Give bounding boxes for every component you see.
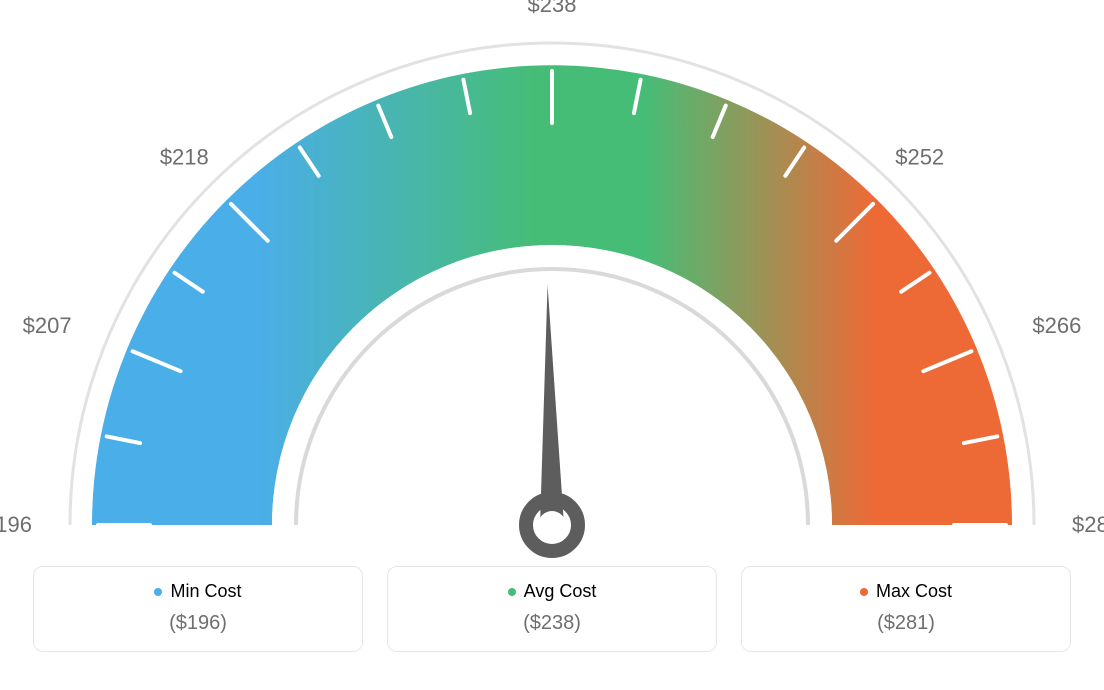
avg-cost-card: Avg Cost ($238) [387,566,717,652]
avg-cost-value: ($238) [408,612,696,635]
cost-gauge: $196 $207 $218 $238 $252 $266 $281 [0,0,1104,560]
gauge-svg: $196 $207 $218 $238 $252 $266 $281 [0,0,1104,560]
max-cost-label: Max Cost [876,581,952,602]
max-dot-icon [860,588,868,596]
min-cost-value: ($196) [54,612,342,635]
avg-dot-icon [508,588,516,596]
svg-text:$218: $218 [160,144,209,169]
svg-text:$252: $252 [895,144,944,169]
min-dot-icon [154,588,162,596]
svg-text:$281: $281 [1072,512,1104,537]
svg-text:$266: $266 [1032,313,1081,338]
min-cost-card: Min Cost ($196) [33,566,363,652]
avg-cost-label: Avg Cost [524,581,597,602]
min-cost-label: Min Cost [170,581,241,602]
summary-row: Min Cost ($196) Avg Cost ($238) Max Cost… [0,566,1104,652]
svg-text:$238: $238 [528,0,577,17]
max-cost-card: Max Cost ($281) [741,566,1071,652]
svg-text:$196: $196 [0,512,32,537]
max-cost-value: ($281) [762,612,1050,635]
svg-text:$207: $207 [23,313,72,338]
